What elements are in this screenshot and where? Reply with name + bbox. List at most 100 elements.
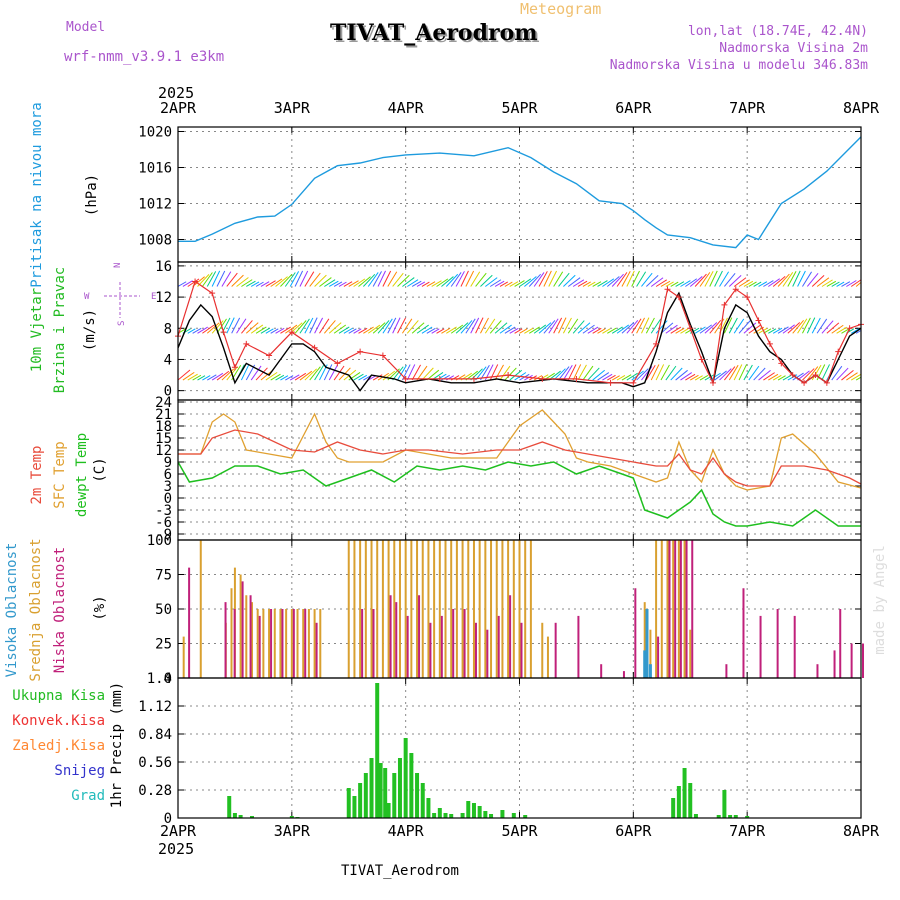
gust-marker (243, 340, 250, 347)
precip-legend-item: Grad (71, 788, 105, 804)
wind-arrow (582, 365, 594, 381)
wind-arrow (587, 281, 596, 287)
wind-arrow (446, 326, 457, 334)
wind-arrow (407, 279, 419, 287)
gust-marker (755, 317, 762, 324)
year-bottom: 2025 (158, 840, 194, 858)
wind-arrow (494, 364, 504, 381)
wind-arrow (587, 326, 599, 334)
wind-arrow (587, 367, 600, 381)
precip-bar (397, 758, 402, 818)
wind-arrow (275, 276, 288, 287)
wind-arrow (367, 272, 379, 287)
wind-arrow (353, 373, 364, 381)
wind-arrow (650, 364, 660, 381)
wind-arrow (738, 364, 748, 381)
wind-arrow (806, 366, 819, 381)
wind-arrow (421, 281, 430, 287)
wind-arrow (709, 270, 718, 287)
wind-arrow (285, 375, 294, 381)
wind-arrow (416, 281, 426, 287)
wind-arrow (187, 278, 200, 287)
wind-arrow (450, 324, 464, 334)
wind-arrow (255, 281, 264, 287)
wind-arrow (387, 271, 398, 287)
wind-arrow (421, 326, 433, 334)
sfc-ylabel: SFC Temp (52, 441, 68, 508)
gust-marker (539, 375, 546, 382)
wind-arrow (753, 281, 762, 287)
wind-arrow (768, 278, 781, 287)
wind-arrow (680, 372, 693, 381)
wind-arrow (304, 368, 318, 381)
y-tick-label: 0.84 (138, 727, 172, 743)
wind-arrow (631, 270, 640, 287)
wind-arrow (724, 272, 736, 287)
wind-arrow (211, 320, 224, 334)
y-tick-label: 21 (155, 407, 172, 423)
wind-arrow (582, 324, 595, 334)
wind-arrow (470, 271, 481, 287)
gust-marker (220, 329, 227, 336)
wind-arrow (343, 281, 353, 287)
wind-arrow (333, 324, 347, 334)
wind-arrow (314, 317, 324, 334)
wind-arrow (372, 271, 382, 287)
wind-arrow (519, 278, 532, 287)
wind-arrow (558, 272, 570, 287)
wind-arrow (475, 366, 487, 381)
wind-arrow (816, 318, 828, 334)
wind-arrow (255, 367, 268, 381)
wind-arrow (397, 274, 410, 287)
t2m-line (178, 429, 861, 487)
wind-arrow (299, 270, 309, 287)
x-label-top: 5APR (501, 99, 538, 117)
wind-arrow (358, 327, 368, 334)
wind-arrow (641, 317, 650, 334)
wind-arrow (846, 280, 857, 287)
wind-arrow (806, 272, 819, 287)
x-label-bottom: 6APR (615, 822, 652, 840)
wind-arrow (533, 272, 545, 287)
wind-arrow (480, 317, 489, 334)
precip-legend-item: Konvek.Kisa (12, 713, 105, 729)
wind-arrow (460, 270, 469, 287)
precip-bar (249, 816, 254, 818)
gust-marker (436, 375, 443, 382)
y-tick-label: 3 (164, 479, 172, 495)
dewpt-ylabel: dewpt Temp (74, 433, 90, 517)
wind-arrow (548, 318, 559, 334)
wind-arrow (553, 317, 563, 334)
wind-arrow (567, 364, 577, 381)
wind-arrow (611, 273, 624, 287)
wind-arrow (553, 368, 566, 381)
elevation: Nadmorska Visina 2m (719, 41, 868, 56)
wind-arrow (401, 318, 413, 334)
wind-arrow (699, 375, 709, 381)
wind-arrow (275, 374, 285, 381)
wind-arrow (441, 327, 451, 334)
x-label-top: 4APR (388, 99, 425, 117)
wind-arrow (187, 328, 196, 334)
precip-bar (722, 790, 727, 818)
wind-arrow (787, 322, 801, 334)
model-name: wrf-nmm_v3.9.1 e3km (64, 49, 225, 65)
wind-arrow (797, 318, 808, 334)
wind-arrow (553, 271, 564, 287)
gust-marker (801, 379, 808, 386)
compass-w: W (84, 292, 90, 302)
y-tick-label: 0 (164, 491, 172, 507)
wind-arrow (616, 375, 626, 381)
precip-bar (688, 783, 693, 818)
gust-marker (698, 356, 705, 363)
wind-arrow (426, 327, 436, 334)
wind-arrow (441, 276, 454, 287)
wind-arrow (850, 373, 861, 381)
wind-arrow (680, 280, 691, 287)
wind-arrow (343, 327, 353, 334)
wind-arrow (211, 270, 221, 287)
wind-arrow (787, 271, 797, 287)
t2m-ylabel: 2m Temp (29, 445, 45, 504)
wind-arrow (743, 322, 757, 334)
wind-arrow (655, 364, 665, 381)
